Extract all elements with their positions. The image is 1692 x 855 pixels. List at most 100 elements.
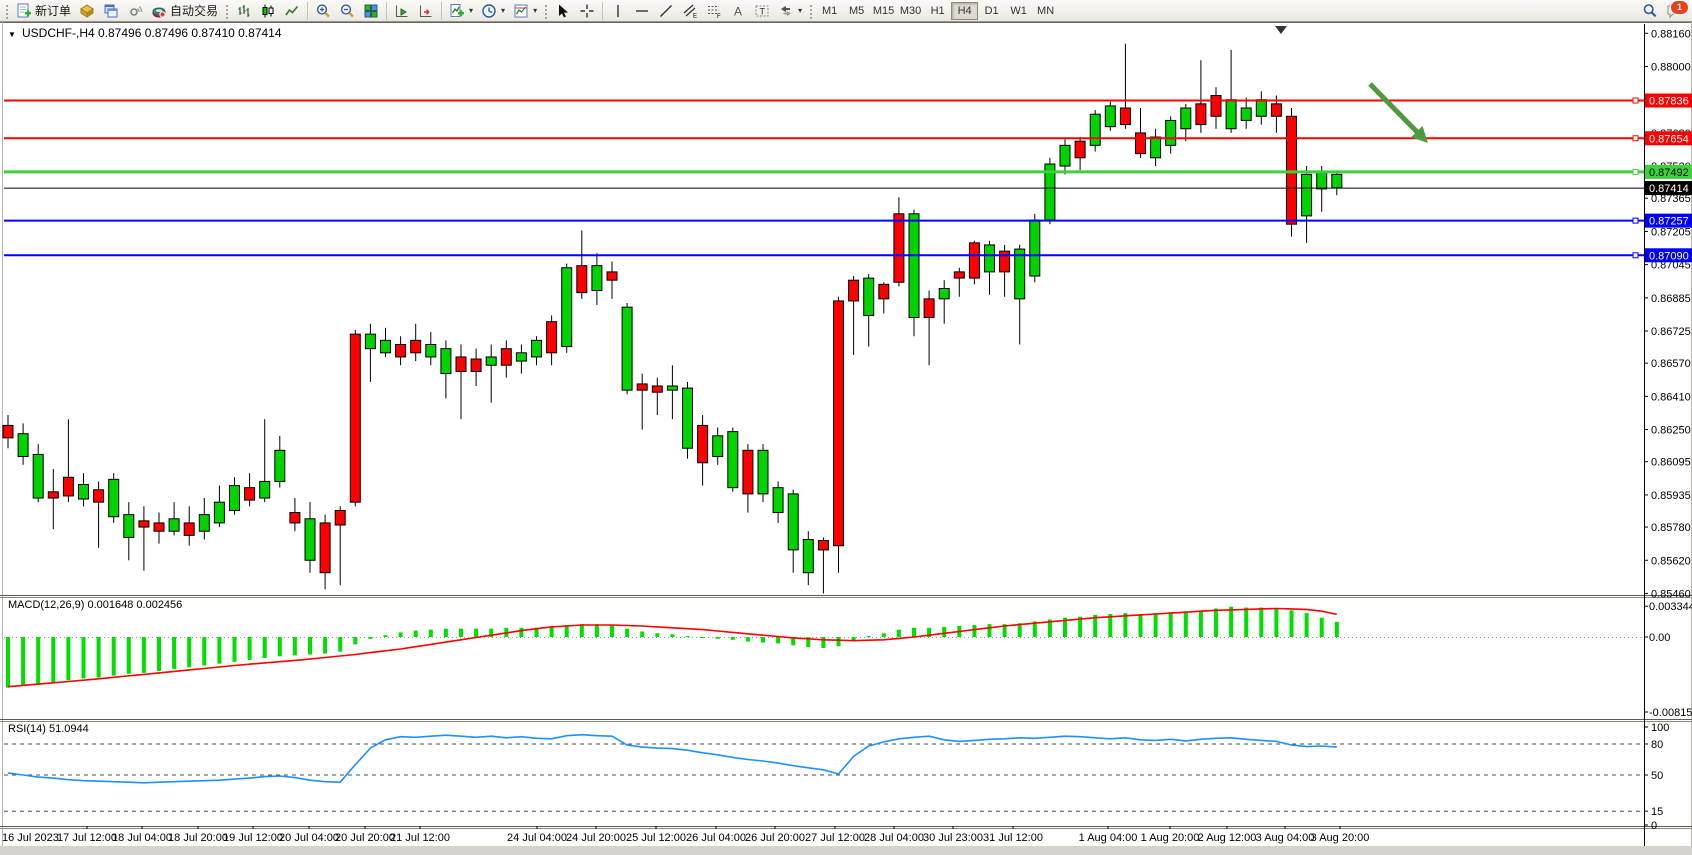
candle-body (213, 501, 225, 524)
macd-histogram-bar (368, 637, 373, 639)
horizontal-line-button[interactable] (630, 1, 654, 21)
chart-shift-icon (420, 5, 432, 17)
macd-histogram-bar (1108, 614, 1113, 637)
macd-histogram-bar (896, 629, 901, 637)
price-tick-label: 0.85620 (1651, 555, 1691, 567)
tile-windows-button[interactable] (359, 1, 383, 21)
macd-histogram-bar (1198, 610, 1203, 637)
auto-scroll-button[interactable] (390, 1, 414, 21)
macd-histogram-bar (866, 636, 871, 638)
trendline-button[interactable] (654, 1, 678, 21)
timeframe-button-d1[interactable]: D1 (978, 2, 1005, 20)
toolbar-separator (386, 1, 388, 20)
search-button[interactable] (1638, 1, 1662, 21)
zoom-in-button[interactable] (311, 1, 335, 21)
time-label: 3 Aug 20:00 (1311, 832, 1370, 844)
macd-histogram-bar (262, 637, 267, 659)
macd-histogram-bar (1168, 612, 1173, 637)
candle-body (1135, 132, 1146, 155)
pivot-line-handle[interactable] (1632, 168, 1639, 175)
candlestick-type-icon (262, 4, 274, 17)
templates-button[interactable]: ▾ (509, 1, 541, 21)
resistance-line-2-handle[interactable] (1632, 135, 1639, 142)
macd-histogram-bar (594, 624, 599, 637)
new-order-button[interactable]: 新订单 (12, 1, 75, 21)
timeframe-button-h1[interactable]: H1 (924, 2, 951, 20)
macd-histogram-bar (1229, 606, 1234, 637)
vertical-line-button[interactable] (606, 1, 630, 21)
rsi-tick-label: 0 (1651, 820, 1657, 832)
support-line-1-price-label (1645, 213, 1692, 228)
support-line-1-handle[interactable] (1632, 217, 1639, 224)
crosshair-button[interactable] (575, 1, 599, 21)
timeframe-button-w1[interactable]: W1 (1005, 2, 1032, 20)
toolbar-grip[interactable] (808, 2, 814, 19)
macd-histogram-bar (836, 637, 841, 647)
auto-trading-button[interactable]: 自动交易 (147, 1, 222, 21)
timeframe-button-m5[interactable]: M5 (843, 2, 870, 20)
macd-histogram-bar (579, 624, 584, 637)
macd-histogram-bar (549, 626, 554, 637)
candle-body (1180, 107, 1192, 130)
macd-histogram-bar (791, 637, 796, 646)
auto-trading-icon (152, 6, 166, 18)
candle-body (1255, 99, 1267, 117)
timeframe-button-m15[interactable]: M15 (870, 2, 897, 20)
toolbar-grip[interactable] (4, 2, 9, 19)
toolbar-grip[interactable] (543, 2, 549, 19)
indicators-button[interactable]: ▾ (445, 1, 477, 21)
candle-body (1195, 103, 1207, 126)
candle-body (153, 522, 165, 532)
macd-histogram-bar (987, 624, 992, 637)
macd-histogram-bar (912, 627, 916, 637)
trend-arrow-annotation[interactable] (1368, 82, 1428, 143)
one-click-collapse-arrow: ▼ (8, 30, 16, 39)
macd-histogram-bar (413, 630, 418, 637)
notifications-button[interactable]: 1 (1662, 0, 1689, 21)
bid-price-label (1645, 181, 1692, 196)
text-label-button[interactable]: T (750, 1, 774, 21)
macd-histogram-bar (610, 625, 614, 637)
candle-body (47, 491, 59, 499)
macd-signal-line (7, 607, 1337, 688)
cursor-button[interactable] (551, 1, 575, 21)
text-button[interactable]: A (726, 1, 750, 21)
timeframe-button-m30[interactable]: M30 (897, 2, 924, 20)
fibonacci-button[interactable]: F (702, 1, 726, 21)
timeframe-button-mn[interactable]: MN (1032, 2, 1059, 20)
resistance-line-1-handle[interactable] (1632, 97, 1639, 104)
candle-body (576, 265, 588, 294)
arrows-button[interactable]: ▾ (774, 1, 806, 21)
timeframe-button-m1[interactable]: M1 (816, 2, 843, 20)
toolbar-separator (441, 1, 443, 20)
support-line-2-price-label (1645, 248, 1692, 263)
toolbar-grip[interactable] (224, 2, 230, 19)
candle-body (455, 356, 467, 372)
macd-panel: MACD(12,26,9) 0.001648 0.002456 (4, 599, 1644, 688)
timeframe-button-h4[interactable]: H4 (951, 1, 979, 20)
svg-text:A: A (734, 4, 742, 18)
macd-histogram-bar (51, 637, 56, 683)
tick-chart-button[interactable] (123, 1, 147, 21)
macd-histogram-bar (292, 637, 297, 656)
chart-shift-marker[interactable] (1275, 26, 1287, 34)
new-chart-button[interactable] (75, 1, 99, 21)
macd-histogram-bar (851, 637, 856, 641)
bar-chart-type-button[interactable] (232, 1, 256, 21)
profiles-button[interactable] (99, 1, 123, 21)
candle-body (953, 271, 965, 279)
candle-body (863, 277, 875, 316)
macd-histogram-bar (443, 628, 448, 637)
macd-histogram-bar (1063, 617, 1067, 637)
candlestick-type-button[interactable] (256, 1, 280, 21)
equidistant-channel-button[interactable]: E (678, 1, 702, 21)
line-chart-type-button[interactable] (280, 1, 304, 21)
chart-shift-button[interactable] (414, 1, 438, 21)
support-line-2-handle[interactable] (1632, 252, 1639, 259)
periods-button[interactable]: ▾ (477, 1, 509, 21)
zoom-out-button[interactable] (335, 1, 359, 21)
price-axis[interactable]: 0.881600.880000.878400.876800.875200.873… (1644, 24, 1692, 846)
